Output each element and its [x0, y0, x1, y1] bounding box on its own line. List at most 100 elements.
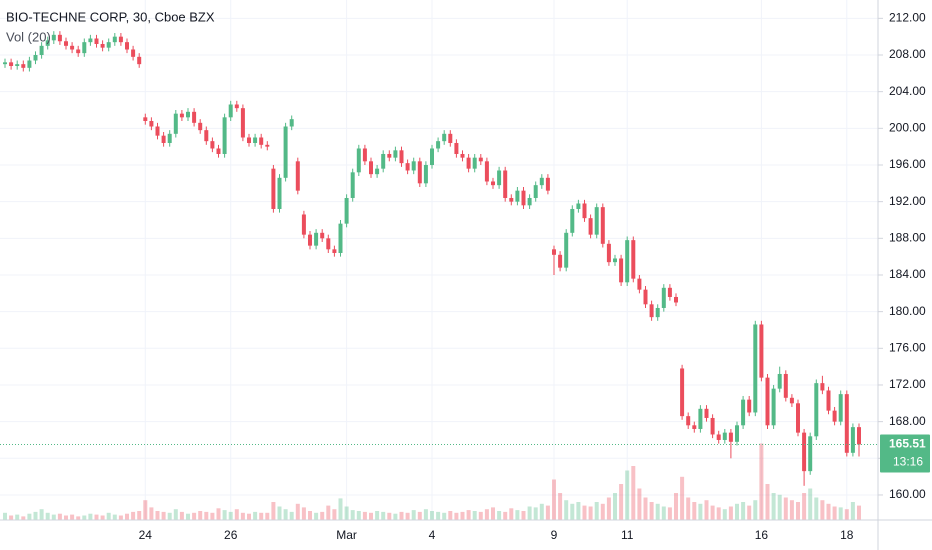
volume-bar [844, 509, 849, 520]
volume-bar [692, 502, 697, 520]
candle-body [82, 42, 87, 54]
candle-body [21, 64, 26, 68]
volume-bar [460, 511, 465, 520]
volume-bar [228, 511, 233, 520]
volume-bar [735, 503, 739, 520]
candle-body [39, 45, 44, 55]
volume-bar [320, 511, 325, 520]
candle-body [503, 170, 508, 198]
candle-body [570, 208, 575, 233]
candle-body [613, 258, 617, 263]
volume-bar [777, 494, 782, 520]
x-tick-label: Mar [336, 528, 357, 542]
candle-body [308, 234, 312, 246]
candle-body [814, 383, 819, 437]
x-tick-label: 11 [621, 528, 634, 542]
volume-bar [173, 509, 178, 520]
volume-bar [594, 502, 599, 520]
y-tick-label: 212.00 [889, 11, 926, 25]
volume-bar [57, 513, 62, 520]
volume-bar [484, 509, 489, 520]
volume-bar [94, 514, 99, 520]
volume-bar [472, 511, 477, 520]
volume-bar [369, 512, 373, 520]
candle-body [228, 104, 233, 118]
y-tick-label: 180.00 [889, 304, 926, 318]
volume-bar [521, 511, 526, 520]
volume-bar [70, 514, 75, 520]
volume-bar [39, 509, 44, 520]
volume-bar [509, 508, 514, 520]
candle-body [600, 207, 605, 244]
candle-body [259, 137, 264, 145]
candle-body [222, 117, 227, 154]
volume-bar [698, 503, 703, 520]
volume-bar [259, 512, 264, 520]
volume-bar [234, 509, 239, 520]
candle-body [112, 36, 117, 43]
volume-bar [747, 505, 752, 520]
candle-body [320, 232, 325, 239]
y-tick-label: 172.00 [889, 377, 926, 391]
last-price-box [880, 434, 930, 473]
candle-body [125, 42, 129, 50]
volume-bar [350, 510, 355, 520]
candle-body [777, 373, 782, 389]
candle-body [399, 150, 404, 164]
candle-body [94, 38, 99, 44]
candle-body [430, 148, 434, 165]
volume-bar [387, 512, 392, 520]
candle-body [820, 383, 825, 391]
indicator-label: Vol (20) [6, 29, 51, 44]
y-tick-label: 204.00 [889, 84, 926, 98]
volume-bar [661, 506, 666, 520]
volume-bar [283, 509, 288, 520]
volume-bar [64, 515, 68, 520]
candle-body [674, 296, 678, 303]
candle-body [192, 111, 197, 123]
last-price-label: 165.51 [889, 437, 926, 451]
volume-bar [362, 511, 367, 520]
candle-body [692, 425, 697, 429]
volume-bar [82, 515, 87, 520]
candle-body [387, 153, 392, 158]
volume-bar [686, 497, 691, 520]
volume-bar [216, 508, 221, 520]
candle-body [698, 408, 703, 429]
volume-bar [722, 509, 727, 520]
candle-body [356, 148, 361, 173]
candle-body [838, 394, 843, 422]
candle-body [155, 126, 160, 136]
candle-body [3, 62, 7, 65]
volume-bar [405, 512, 410, 520]
x-tick-label: 4 [429, 528, 436, 542]
volume-bar [411, 510, 416, 520]
candle-body [448, 133, 453, 143]
candle-body [338, 223, 343, 253]
volume-bar [515, 510, 520, 520]
y-tick-label: 168.00 [889, 414, 926, 428]
candle-body [143, 117, 148, 121]
grid [0, 0, 878, 520]
volume-bar [417, 511, 422, 520]
volume-bar [716, 507, 721, 520]
candle-body [844, 394, 849, 453]
volume-bar [491, 507, 495, 520]
volume-bar [826, 503, 831, 520]
volume-bar [393, 513, 398, 520]
volume-bar [527, 506, 532, 520]
chart-title: BIO-TECHNE CORP, 30, Cboe BZX [6, 9, 215, 24]
volume-bar [759, 443, 764, 520]
candle-body [88, 38, 93, 43]
candle-body [826, 390, 831, 411]
volume-bar [655, 503, 660, 520]
candle-body [375, 168, 380, 175]
y-tick-label: 184.00 [889, 267, 926, 281]
candle-body [64, 41, 68, 46]
candle-body [314, 232, 319, 246]
candle-body [234, 104, 239, 109]
volume-bar [308, 511, 312, 520]
volume-bar [820, 500, 825, 520]
candle-body [802, 432, 807, 472]
candles [0, 31, 878, 486]
